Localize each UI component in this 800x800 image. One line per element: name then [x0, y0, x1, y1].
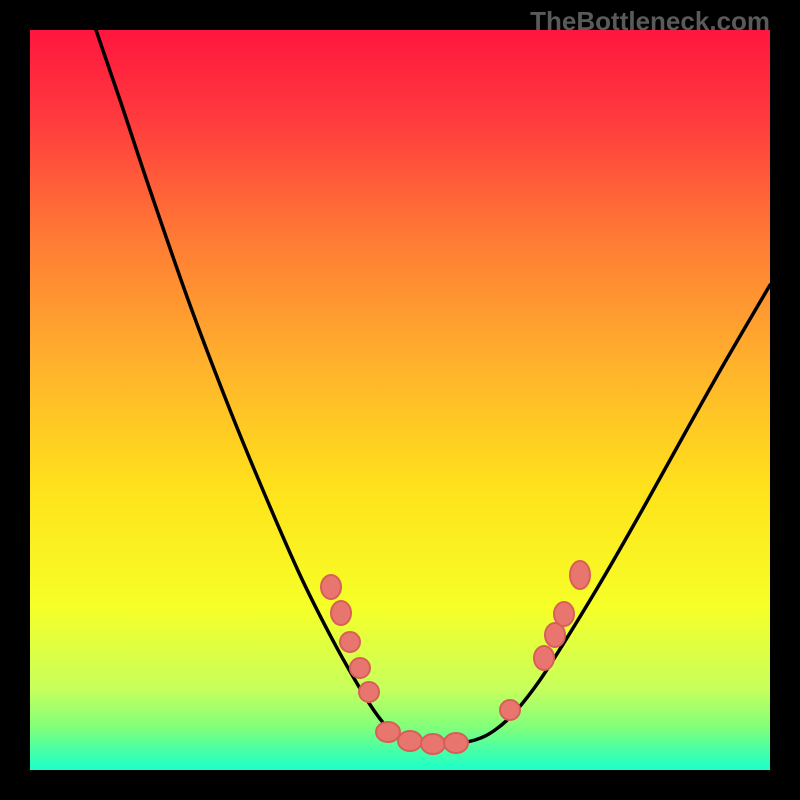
chart-container: TheBottleneck.com: [0, 0, 800, 800]
watermark-text: TheBottleneck.com: [530, 6, 770, 37]
plot-area: [30, 30, 770, 770]
